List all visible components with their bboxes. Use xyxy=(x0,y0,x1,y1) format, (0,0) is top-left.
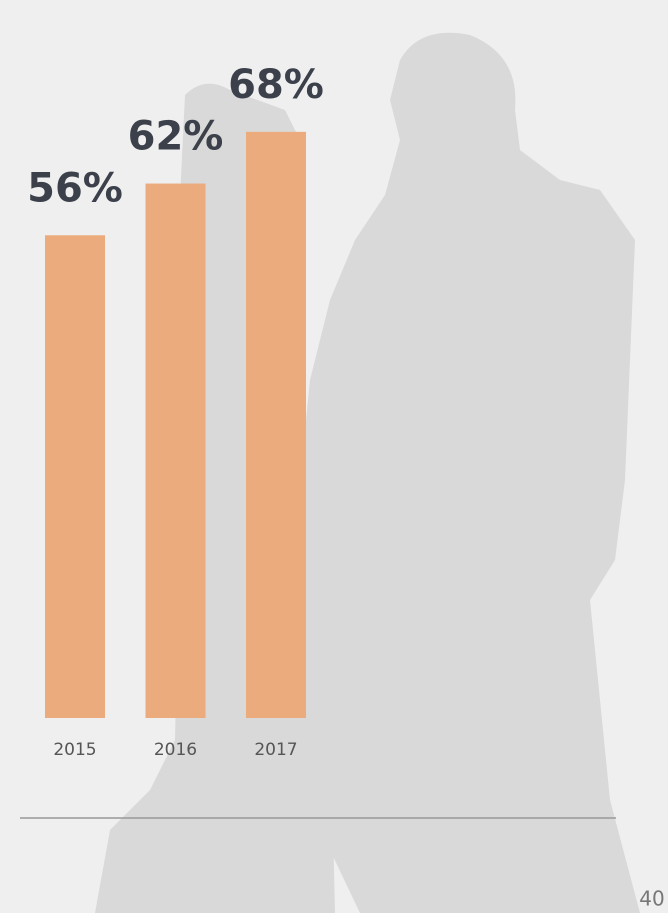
bar xyxy=(45,235,105,718)
bar xyxy=(246,131,306,719)
value-label: 68% xyxy=(228,62,324,108)
page-number: 40 xyxy=(639,887,664,911)
bar xyxy=(145,183,206,718)
x-tick-label: 2015 xyxy=(53,740,96,760)
value-label: 62% xyxy=(128,114,224,160)
x-tick-label: 2016 xyxy=(154,740,197,760)
x-tick-label: 2017 xyxy=(254,740,297,760)
value-label: 56% xyxy=(27,165,123,211)
